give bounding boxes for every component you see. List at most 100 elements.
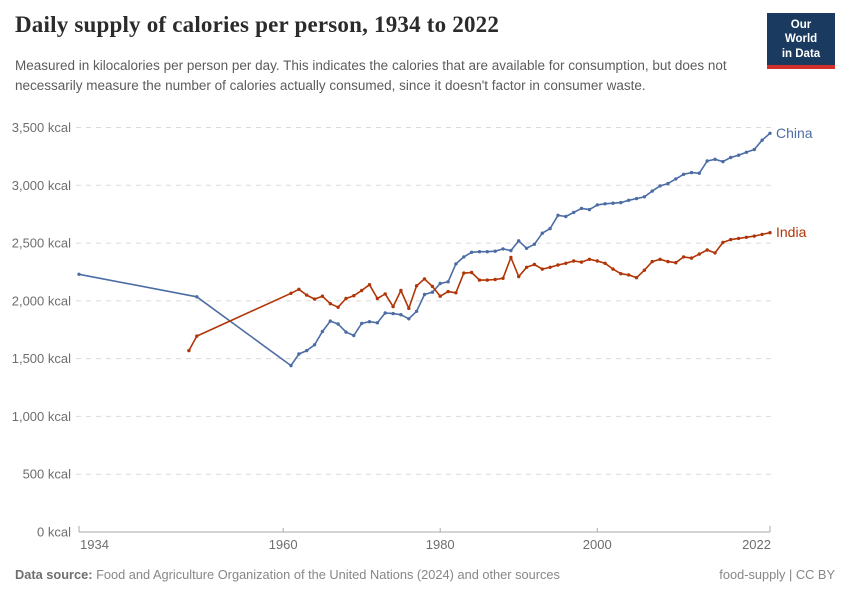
x-tick-label: 1980 [426, 537, 455, 552]
data-point-marker [297, 352, 301, 356]
data-point-marker [658, 184, 662, 188]
y-tick-label: 500 kcal [23, 467, 72, 482]
data-point-marker [367, 283, 372, 287]
data-point-marker [320, 329, 325, 334]
data-point-marker [336, 322, 340, 326]
series-end-label[interactable]: India [776, 224, 807, 240]
data-point-marker [493, 249, 497, 253]
data-point-marker [454, 291, 458, 295]
data-point-marker [650, 259, 654, 264]
data-point-marker [650, 189, 654, 193]
data-point-marker [462, 255, 466, 259]
data-point-marker [422, 277, 427, 281]
data-point-marker [705, 159, 709, 163]
data-point-marker [532, 262, 537, 267]
data-point-marker [414, 309, 419, 313]
data-point-marker [462, 271, 466, 275]
data-point-marker [407, 306, 411, 311]
page-title: Daily supply of calories per person, 193… [15, 12, 500, 37]
x-tick-label: 1934 [80, 537, 109, 552]
data-point-marker [603, 261, 607, 265]
data-point-marker [697, 252, 701, 256]
data-point-marker [681, 255, 686, 259]
series-end-label[interactable]: China [776, 125, 813, 141]
data-point-marker [579, 206, 584, 211]
data-point-marker [517, 239, 521, 243]
data-point-marker [666, 259, 670, 264]
data-point-marker [634, 276, 639, 280]
data-point-marker [736, 153, 741, 157]
data-point-marker [312, 297, 317, 301]
data-point-marker [744, 150, 749, 154]
data-point-marker [681, 172, 686, 176]
data-point-marker [768, 131, 772, 135]
data-point-marker [619, 200, 623, 205]
data-point-marker [391, 311, 395, 316]
data-source-note: Data source: Food and Agriculture Organi… [15, 567, 560, 582]
data-point-marker [493, 277, 497, 282]
data-point-marker [195, 334, 199, 338]
data-point-marker [736, 236, 741, 241]
data-point-marker [438, 281, 442, 286]
series-india[interactable]: India [187, 224, 807, 353]
data-point-marker [697, 171, 701, 175]
owid-logo-line1: Our World [784, 19, 818, 46]
data-point-marker [564, 261, 568, 265]
data-point-marker [399, 288, 403, 293]
data-point-marker [469, 250, 474, 254]
data-point-marker [336, 305, 340, 309]
data-point-marker [501, 247, 505, 251]
series-china[interactable]: China [77, 125, 813, 368]
data-point-marker [658, 257, 662, 261]
data-point-marker [666, 181, 670, 186]
data-point-marker [532, 242, 537, 246]
data-point-marker [556, 263, 560, 267]
y-tick-label: 3,000 kcal [12, 178, 71, 193]
data-point-marker [744, 235, 749, 239]
y-tick-label: 2,500 kcal [12, 236, 71, 251]
y-tick-label: 1,000 kcal [12, 409, 71, 424]
series-line [188, 231, 771, 351]
data-point-marker [422, 292, 427, 297]
data-point-marker [305, 293, 309, 297]
data-point-marker [572, 210, 576, 215]
data-point-marker [383, 292, 387, 296]
data-point-marker [674, 261, 678, 265]
data-point-marker [344, 330, 348, 334]
data-point-marker [446, 289, 450, 294]
data-point-marker [611, 201, 615, 205]
data-point-marker [328, 302, 332, 306]
data-point-marker [603, 202, 607, 206]
data-point-marker [595, 203, 599, 207]
data-point-marker [642, 268, 647, 272]
owid-logo[interactable]: Our World in Data [767, 13, 835, 70]
data-point-marker [760, 232, 764, 237]
data-point-marker [729, 155, 733, 160]
data-point-marker [642, 195, 647, 199]
y-tick-label: 0 kcal [37, 525, 71, 540]
data-point-marker [375, 296, 380, 301]
data-point-marker [328, 319, 332, 323]
data-point-marker [383, 311, 387, 315]
data-point-marker [477, 278, 482, 282]
data-point-marker [564, 214, 568, 219]
data-point-marker [360, 321, 364, 326]
data-point-marker [619, 272, 623, 276]
data-point-marker [752, 234, 756, 238]
data-point-marker [391, 304, 395, 309]
data-point-marker [375, 321, 380, 325]
data-point-marker [548, 226, 552, 231]
data-point-marker [430, 290, 435, 294]
data-point-marker [721, 159, 725, 164]
data-point-marker [587, 257, 592, 261]
license-link[interactable]: food-supply | CC BY [719, 567, 835, 582]
data-point-marker [721, 240, 725, 245]
data-point-marker [352, 333, 356, 338]
y-tick-label: 2,000 kcal [12, 293, 71, 308]
data-point-marker [556, 213, 560, 217]
data-point-marker [289, 363, 293, 368]
data-point-marker [705, 248, 709, 252]
data-point-marker [611, 267, 615, 271]
data-point-marker [446, 280, 450, 284]
